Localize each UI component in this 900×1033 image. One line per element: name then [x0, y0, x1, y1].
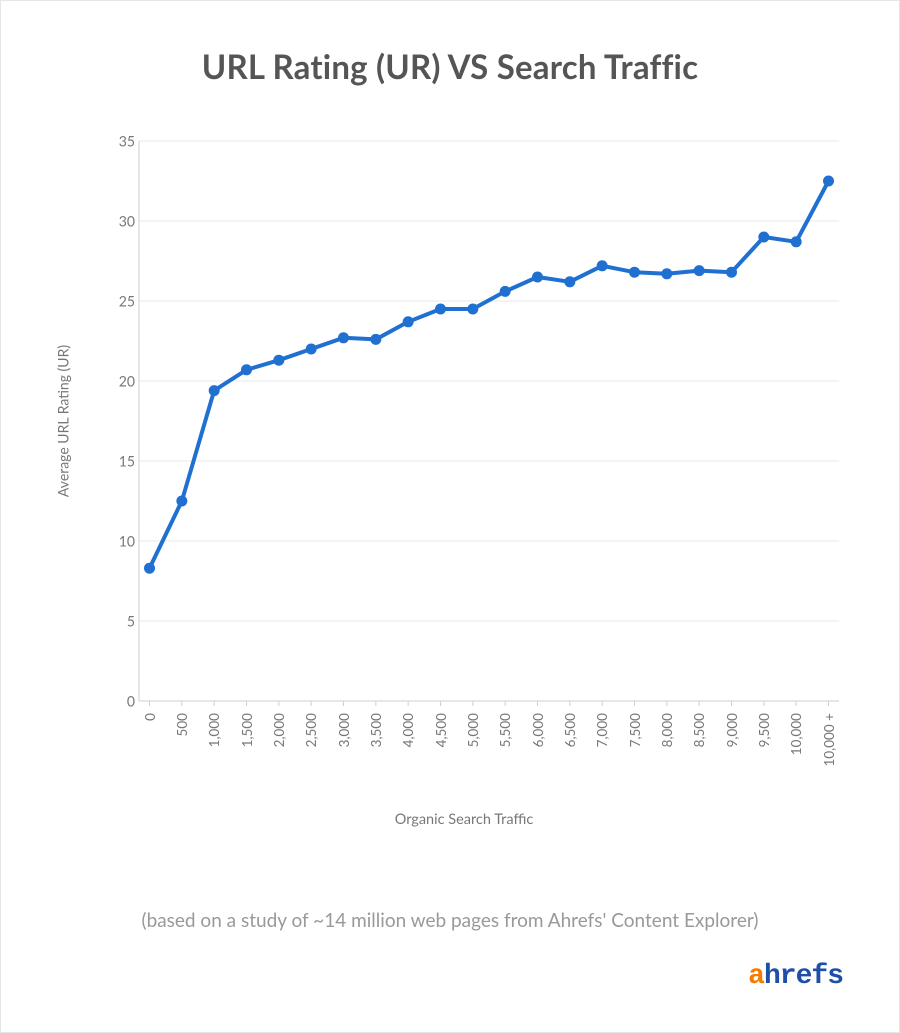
x-tick-label: 10,000 +	[821, 713, 837, 767]
y-tick-label: 15	[99, 453, 135, 470]
x-tick-label: 2,000	[271, 713, 287, 747]
x-tick-label: 7,000	[594, 713, 610, 747]
x-tick-label: 1,500	[239, 713, 255, 747]
y-tick-labels: 05101520253035	[99, 141, 135, 701]
x-tick-label: 3,000	[336, 713, 352, 747]
y-tick-label: 20	[99, 373, 135, 390]
x-tick-label: 5,500	[497, 713, 513, 747]
y-tick-label: 0	[99, 693, 135, 710]
y-tick-label: 35	[99, 133, 135, 150]
y-tick-label: 10	[99, 533, 135, 550]
chart-subtitle: (based on a study of ~14 million web pag…	[1, 909, 899, 932]
x-tick-label: 9,000	[724, 713, 740, 747]
chart-area: Average URL Rating (UR) 05101520253035 0…	[69, 141, 859, 831]
x-tick-label: 10,000	[788, 713, 804, 755]
chart-card: URL Rating (UR) VS Search Traffic Averag…	[0, 0, 900, 1033]
x-tick-label: 9,500	[756, 713, 772, 747]
plot	[139, 141, 839, 701]
y-tick-label: 30	[99, 213, 135, 230]
x-tick-label: 6,500	[562, 713, 578, 747]
x-tick-label: 4,500	[433, 713, 449, 747]
x-tick-labels: 0 500 1,000 1,500 2,000 2,500 3,000 3,500 4,000 4…	[139, 713, 839, 793]
x-tick-label: 500	[174, 713, 190, 737]
x-tick-label: 2,500	[303, 713, 319, 747]
chart-title: URL Rating (UR) VS Search Traffic	[1, 47, 899, 87]
x-tick-label: 5,000	[465, 713, 481, 747]
logo-rest: hrefs	[764, 961, 843, 992]
logo-accent: a	[748, 961, 764, 992]
line-chart-svg	[139, 141, 839, 701]
x-tick-label: 8,000	[659, 713, 675, 747]
x-tick-label: 7,500	[627, 713, 643, 747]
x-axis-title: Organic Search Traffic	[69, 811, 859, 828]
ahrefs-logo: ahrefs	[748, 961, 843, 992]
x-tick-label: 4,000	[400, 713, 416, 747]
y-tick-label: 5	[99, 613, 135, 630]
x-tick-label: 8,500	[691, 713, 707, 747]
x-tick-label: 1,000	[206, 713, 222, 747]
y-tick-label: 25	[99, 293, 135, 310]
x-tick-label: 3,500	[368, 713, 384, 747]
x-tick-label: 0	[142, 713, 158, 721]
x-tick-label: 6,000	[530, 713, 546, 747]
y-axis-title: Average URL Rating (UR)	[55, 345, 72, 497]
